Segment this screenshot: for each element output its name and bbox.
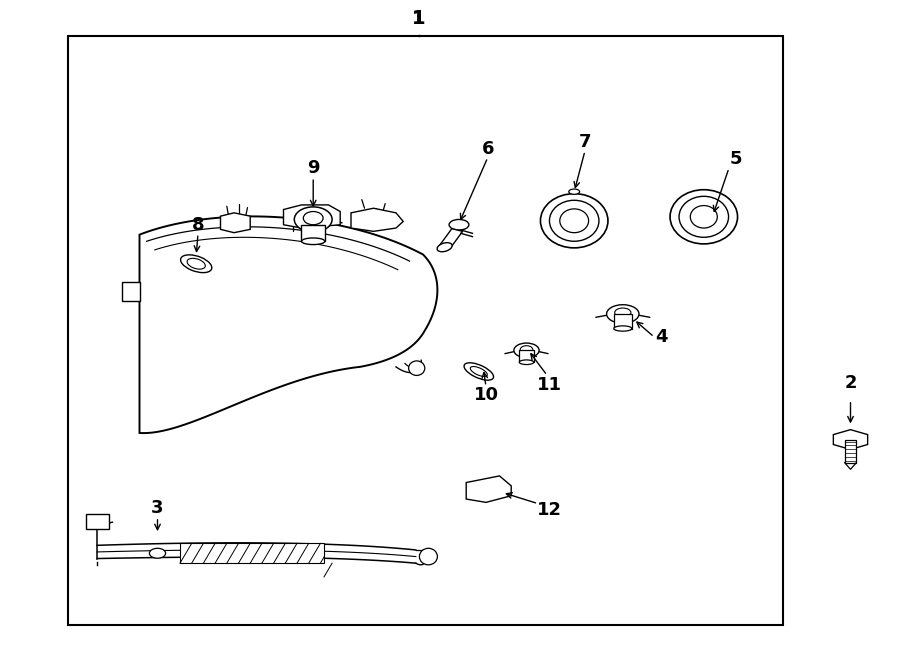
Polygon shape xyxy=(284,205,340,228)
Text: 12: 12 xyxy=(536,501,562,520)
Bar xyxy=(844,440,857,463)
Text: 1: 1 xyxy=(412,9,425,28)
Polygon shape xyxy=(833,430,868,449)
Ellipse shape xyxy=(569,189,580,194)
Bar xyxy=(180,543,324,563)
Ellipse shape xyxy=(607,305,639,323)
Ellipse shape xyxy=(449,219,469,230)
Ellipse shape xyxy=(149,549,166,558)
Polygon shape xyxy=(140,216,437,433)
Ellipse shape xyxy=(690,206,717,228)
Text: 2: 2 xyxy=(844,374,857,393)
Text: 11: 11 xyxy=(536,375,562,394)
Ellipse shape xyxy=(615,308,631,317)
Ellipse shape xyxy=(680,196,729,237)
Bar xyxy=(302,225,325,241)
Text: 3: 3 xyxy=(151,498,164,517)
Ellipse shape xyxy=(514,343,539,358)
Ellipse shape xyxy=(294,207,332,232)
Text: 5: 5 xyxy=(730,149,742,168)
Ellipse shape xyxy=(614,326,632,331)
Polygon shape xyxy=(439,229,463,249)
Ellipse shape xyxy=(670,190,738,244)
Text: 6: 6 xyxy=(482,139,494,158)
Ellipse shape xyxy=(560,209,589,233)
Ellipse shape xyxy=(419,549,437,564)
Ellipse shape xyxy=(181,255,211,272)
Ellipse shape xyxy=(302,238,325,245)
Ellipse shape xyxy=(520,346,533,354)
Bar xyxy=(68,36,783,625)
Ellipse shape xyxy=(409,361,425,375)
Text: 8: 8 xyxy=(192,215,204,234)
Ellipse shape xyxy=(464,363,493,380)
Bar xyxy=(519,350,534,362)
Ellipse shape xyxy=(437,243,452,252)
Ellipse shape xyxy=(471,366,487,377)
Ellipse shape xyxy=(540,194,608,248)
Text: 4: 4 xyxy=(655,328,668,346)
Bar xyxy=(86,514,109,529)
Text: 7: 7 xyxy=(579,133,591,151)
Bar xyxy=(614,314,632,329)
Polygon shape xyxy=(220,213,250,233)
Polygon shape xyxy=(351,208,403,231)
Text: 10: 10 xyxy=(473,386,499,405)
Bar xyxy=(122,282,140,301)
Text: 1: 1 xyxy=(411,9,426,28)
Text: 9: 9 xyxy=(307,159,320,177)
Ellipse shape xyxy=(519,360,534,365)
Polygon shape xyxy=(466,476,511,502)
Ellipse shape xyxy=(303,212,323,225)
Ellipse shape xyxy=(549,200,599,241)
Ellipse shape xyxy=(187,258,205,269)
